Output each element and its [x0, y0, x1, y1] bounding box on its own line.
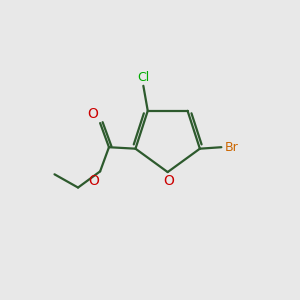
Text: Br: Br [225, 141, 238, 154]
Text: O: O [87, 107, 98, 121]
Text: O: O [164, 174, 175, 188]
Text: Cl: Cl [137, 71, 149, 84]
Text: O: O [88, 174, 99, 188]
